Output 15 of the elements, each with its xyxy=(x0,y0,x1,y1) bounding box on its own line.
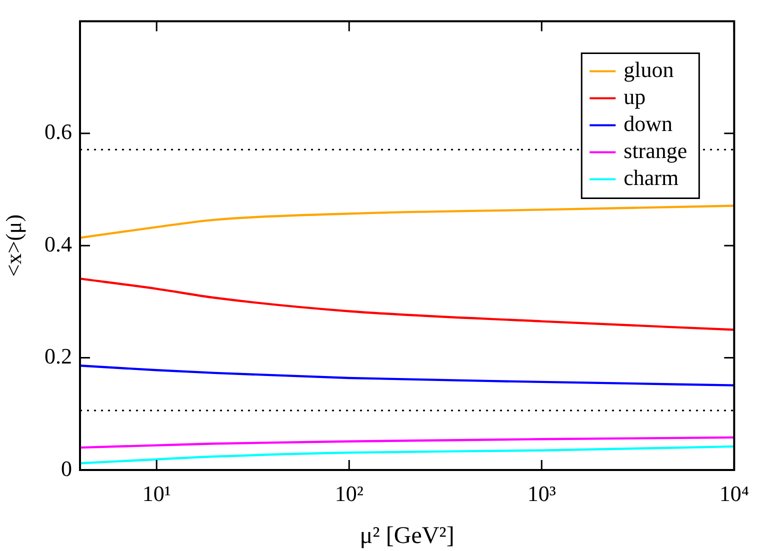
y-tick-label: 0 xyxy=(61,456,72,481)
x-axis-title: μ² [GeV²] xyxy=(360,522,454,549)
legend-label: charm xyxy=(624,164,679,190)
x-tick-label: 10¹ xyxy=(142,480,171,506)
x-tick-label: 10² xyxy=(334,480,364,506)
x-tick-label: 10⁴ xyxy=(719,480,750,506)
legend-label: up xyxy=(624,84,646,109)
y-tick-label: 0.6 xyxy=(44,119,72,144)
legend-label: gluon xyxy=(624,56,674,82)
legend-label: strange xyxy=(624,138,688,163)
y-axis-title: <x>(μ) xyxy=(0,214,26,277)
y-tick-label: 0.2 xyxy=(44,344,72,369)
legend-label: down xyxy=(624,110,673,136)
x-tick-label: 10³ xyxy=(527,480,556,506)
y-tick-label: 0.4 xyxy=(44,231,72,256)
